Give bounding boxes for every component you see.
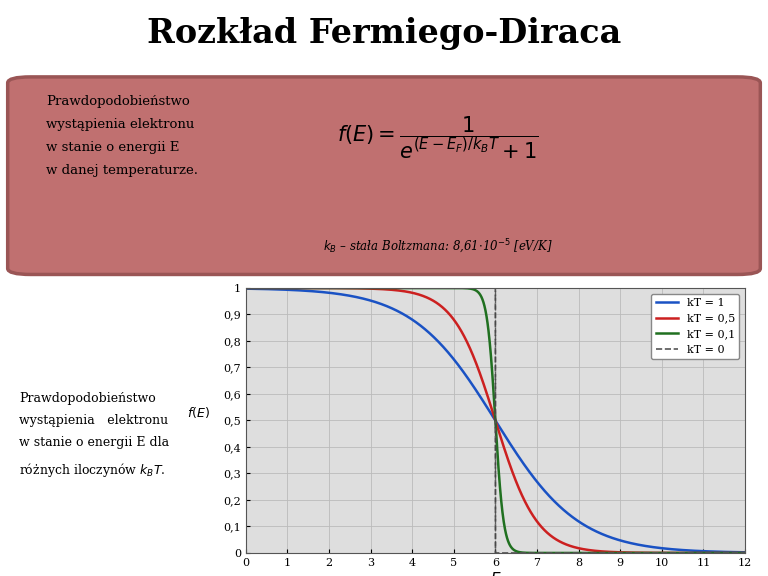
kT = 0,5 <box>241 285 250 291</box>
kT = 0 <box>485 285 495 291</box>
kT = 0 <box>714 550 723 556</box>
X-axis label: $E$: $E$ <box>489 571 502 576</box>
kT = 1 <box>484 406 493 413</box>
kT = 0,5 <box>484 395 493 402</box>
kT = 1 <box>726 548 735 555</box>
kT = 0,1 <box>726 550 735 556</box>
Line: kT = 1: kT = 1 <box>246 289 745 552</box>
Text: Prawdopodobieństwo
wystąpienia elektronu
w stanie o energii E
w danej temperatur: Prawdopodobieństwo wystąpienia elektronu… <box>46 95 198 177</box>
kT = 1 <box>634 541 644 548</box>
Text: Prawdopodobieństwo
wystąpienia elektronu
w stanie o energii E dla
różnych iloczy: Prawdopodobieństwo wystąpienia elektronu… <box>19 392 169 479</box>
kT = 0,5 <box>471 358 480 365</box>
Legend: kT = 1, kT = 0,5, kT = 0,1, kT = 0: kT = 1, kT = 0,5, kT = 0,1, kT = 0 <box>651 294 740 359</box>
kT = 0 <box>339 285 348 291</box>
kT = 0 <box>740 550 750 556</box>
Text: $f(E) = \dfrac{1}{e^{(E - E_F)/k_B T} + 1}$: $f(E) = \dfrac{1}{e^{(E - E_F)/k_B T} + … <box>337 115 538 161</box>
FancyBboxPatch shape <box>8 77 760 275</box>
kT = 0,5 <box>740 550 750 556</box>
kT = 0,1 <box>634 550 644 556</box>
kT = 0,1 <box>241 285 250 291</box>
Y-axis label: $f(E)$: $f(E)$ <box>187 406 210 420</box>
kT = 0,5 <box>726 550 735 556</box>
kT = 0 <box>243 285 253 291</box>
Text: $k_B$ – stała Boltzmana: 8,61$\cdot$10$^{-5}$ [eV/K]: $k_B$ – stała Boltzmana: 8,61$\cdot$10$^… <box>323 238 553 256</box>
Text: Rozkład Fermiego-Diraca: Rozkład Fermiego-Diraca <box>147 17 621 50</box>
kT = 1 <box>471 385 480 392</box>
kT = 0,1 <box>726 550 735 556</box>
kT = 1 <box>740 549 750 556</box>
Line: kT = 0: kT = 0 <box>246 288 745 553</box>
Line: kT = 0,5: kT = 0,5 <box>246 288 745 553</box>
kT = 0,5 <box>726 550 735 556</box>
kT = 0,5 <box>634 550 644 556</box>
kT = 0 <box>262 285 271 291</box>
kT = 0 <box>491 550 500 556</box>
kT = 1 <box>241 285 250 292</box>
kT = 0 <box>241 285 250 291</box>
kT = 0,1 <box>740 550 750 556</box>
kT = 0,1 <box>266 285 276 291</box>
kT = 0,5 <box>266 285 276 291</box>
Line: kT = 0,1: kT = 0,1 <box>246 288 745 553</box>
kT = 0 <box>271 285 280 291</box>
kT = 1 <box>266 286 276 293</box>
kT = 0,1 <box>484 327 493 334</box>
kT = 1 <box>726 548 735 555</box>
kT = 0,1 <box>471 287 480 294</box>
